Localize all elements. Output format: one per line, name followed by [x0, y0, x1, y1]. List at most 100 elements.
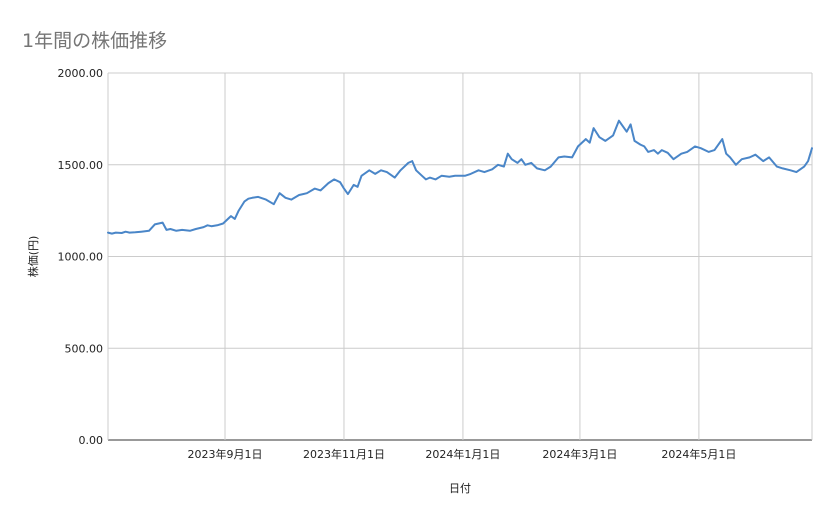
data-point: [128, 231, 130, 233]
data-point: [639, 143, 641, 145]
data-point: [238, 209, 240, 211]
data-point: [411, 160, 413, 162]
data-point: [661, 149, 663, 151]
data-point: [343, 187, 345, 189]
data-point: [306, 192, 308, 194]
data-point: [284, 197, 286, 199]
series-layer: [107, 119, 813, 235]
y-tick-label: 1000.00: [58, 251, 104, 264]
data-point: [516, 162, 518, 164]
data-point: [571, 156, 573, 158]
data-point: [265, 198, 267, 200]
y-axis-label: 株価(円): [26, 236, 40, 278]
data-point: [210, 225, 212, 227]
data-point: [647, 151, 649, 153]
data-point: [111, 232, 113, 234]
data-point: [589, 142, 591, 144]
data-point: [497, 164, 499, 166]
data-point: [181, 229, 183, 231]
data-point: [550, 165, 552, 167]
data-point: [394, 176, 396, 178]
data-point: [811, 147, 813, 149]
data-point: [356, 186, 358, 188]
data-point: [360, 175, 362, 177]
data-point: [415, 169, 417, 171]
data-point: [440, 175, 442, 177]
data-point: [407, 162, 409, 164]
data-point: [592, 127, 594, 129]
data-point: [421, 175, 423, 177]
data-point: [725, 153, 727, 155]
data-point: [748, 156, 750, 158]
data-point: [598, 136, 600, 138]
data-point: [520, 158, 522, 160]
data-point: [140, 231, 142, 233]
data-point: [735, 164, 737, 166]
data-point: [618, 120, 620, 122]
data-point: [729, 156, 731, 158]
data-point: [202, 226, 204, 228]
data-point: [789, 169, 791, 171]
data-point: [530, 162, 532, 164]
data-point: [626, 131, 628, 133]
data-point: [491, 168, 493, 170]
data-point: [347, 193, 349, 195]
data-point: [206, 224, 208, 226]
data-point: [425, 178, 427, 180]
data-point: [448, 176, 450, 178]
data-point: [386, 171, 388, 173]
data-point: [721, 138, 723, 140]
data-point: [353, 184, 355, 186]
data-point: [115, 231, 117, 233]
data-point: [680, 153, 682, 155]
data-point: [713, 149, 715, 151]
data-point: [762, 160, 764, 162]
y-axis-ticks: 0.00 500.00 1000.00 1500.00 2000.00: [58, 67, 104, 447]
data-point: [380, 169, 382, 171]
x-tick-label: 2023年9月1日: [188, 447, 263, 461]
data-point: [314, 187, 316, 189]
data-point: [429, 176, 431, 178]
data-point: [302, 193, 304, 195]
x-tick-label: 2024年3月1日: [542, 447, 617, 461]
data-point: [686, 151, 688, 153]
data-point: [368, 169, 370, 171]
x-axis-label: 日付: [449, 482, 471, 495]
data-point: [483, 171, 485, 173]
data-point: [694, 145, 696, 147]
data-point: [803, 165, 805, 167]
data-point: [782, 167, 784, 169]
data-point: [189, 230, 191, 232]
data-point: [216, 224, 218, 226]
data-point: [741, 158, 743, 160]
data-point: [327, 182, 329, 184]
data-point: [807, 160, 809, 162]
data-point: [464, 175, 466, 177]
data-point: [230, 215, 232, 217]
x-tick-label: 2023年11月1日: [303, 447, 385, 461]
y-tick-label: 0.00: [79, 434, 104, 447]
data-point: [657, 153, 659, 155]
x-axis-ticks: 2023年9月1日 2023年11月1日 2024年1月1日 2024年3月1日 202…: [188, 447, 737, 461]
data-point: [524, 164, 526, 166]
data-point: [503, 165, 505, 167]
data-point: [290, 198, 292, 200]
data-point: [175, 230, 177, 232]
data-point: [374, 173, 376, 175]
data-point: [247, 198, 249, 200]
data-point: [563, 155, 565, 157]
data-point: [339, 181, 341, 183]
chart-title: 1年間の株価推移: [22, 30, 168, 52]
data-point: [161, 221, 163, 223]
data-point: [165, 229, 167, 231]
data-point: [707, 151, 709, 153]
data-point: [169, 228, 171, 230]
data-point: [251, 197, 253, 199]
data-point: [536, 167, 538, 169]
data-point: [121, 232, 123, 234]
x-tick-label: 2024年1月1日: [425, 447, 500, 461]
data-point: [278, 192, 280, 194]
data-point: [273, 203, 275, 205]
data-point: [124, 231, 126, 233]
data-point: [507, 153, 509, 155]
